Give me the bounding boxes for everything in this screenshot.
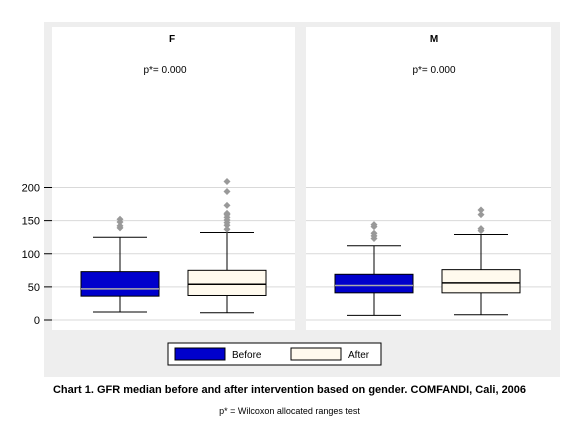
panel-f: Fp*= 0.000 — [52, 27, 295, 330]
box-before — [80, 215, 160, 313]
outlier-point — [477, 225, 485, 233]
outlier-point — [370, 221, 378, 229]
outlier-point — [223, 187, 231, 195]
y-axis-tick-label: 100 — [22, 249, 40, 261]
panel-m: Mp*= 0.000 — [306, 27, 551, 330]
outlier-point — [223, 178, 231, 186]
legend-swatch-after — [290, 347, 342, 361]
box-before — [334, 221, 414, 316]
outlier-point — [370, 229, 378, 237]
box-iqr — [441, 269, 521, 294]
chart-caption: Chart 1. GFR median before and after int… — [52, 384, 527, 396]
outlier-point — [116, 222, 124, 230]
y-axis-tick-label: 50 — [28, 282, 40, 294]
outlier-point — [223, 225, 231, 233]
p-value-annotation: p*= 0.000 — [412, 65, 456, 76]
p-value-annotation: p*= 0.000 — [143, 65, 187, 76]
y-axis-tick-label: 0 — [34, 315, 40, 327]
outlier-point — [223, 209, 231, 217]
outlier-point — [477, 206, 485, 214]
legend: Before After — [167, 342, 382, 366]
legend-swatch-before — [174, 347, 226, 361]
outlier-point — [477, 211, 485, 219]
legend-label-after: After — [348, 350, 370, 361]
chart-footnote: p* = Wilcoxon allocated ranges test — [219, 406, 360, 416]
panel-title: M — [430, 34, 438, 45]
box-after — [441, 206, 521, 316]
box-after — [187, 178, 267, 314]
y-axis-tick-label: 200 — [22, 183, 40, 195]
box-iqr — [334, 273, 414, 294]
box-iqr — [80, 271, 160, 297]
box-iqr — [187, 269, 267, 296]
outlier-point — [116, 215, 124, 223]
outlier-point — [223, 201, 231, 209]
y-axis-tick-label: 150 — [22, 216, 40, 228]
panel-title: F — [169, 34, 175, 45]
legend-label-before: Before — [232, 350, 262, 361]
